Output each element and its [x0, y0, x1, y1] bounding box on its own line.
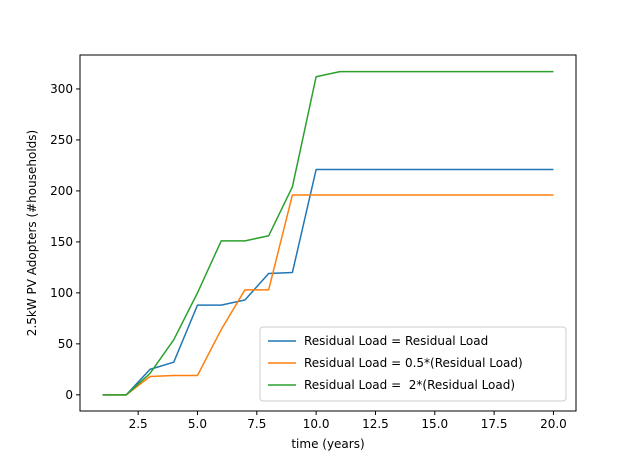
legend-box	[259, 326, 567, 402]
y-axis-label: 2.5kW PV Adopters (#households)	[25, 130, 39, 336]
x-tick-label: 10.0	[303, 417, 330, 431]
y-tick-label: 150	[50, 235, 73, 249]
y-tick-label: 100	[50, 286, 73, 300]
legend-label: Residual Load = Residual Load	[304, 334, 488, 348]
x-tick-label: 2.5	[129, 417, 148, 431]
legend-label: Residual Load = 0.5*(Residual Load)	[304, 356, 523, 370]
y-tick-label: 200	[50, 184, 73, 198]
x-axis-ticks: 2.5 5.0 7.5 10.0 12.5 15.0 17.5 20.0	[129, 411, 567, 431]
y-axis-ticks: 0 50 100 150 200 250 300	[50, 82, 80, 402]
x-tick-label: 20.0	[540, 417, 567, 431]
x-tick-label: 12.5	[362, 417, 389, 431]
y-tick-label: 50	[58, 337, 73, 351]
series-line-2	[102, 194, 554, 396]
y-tick-label: 0	[65, 388, 73, 402]
series-line-3	[102, 70, 554, 396]
y-tick-label: 250	[50, 133, 73, 147]
x-tick-label: 5.0	[188, 417, 207, 431]
series-line-1	[102, 168, 554, 396]
x-axis-label: time (years)	[291, 437, 364, 451]
series-layer	[102, 70, 554, 396]
plot-frame	[79, 54, 577, 412]
legend-label: Residual Load = 2*(Residual Load)	[304, 378, 515, 392]
legend: Residual Load = Residual Load Residual Lo…	[259, 326, 567, 402]
x-tick-label: 7.5	[247, 417, 266, 431]
y-tick-label: 300	[50, 82, 73, 96]
x-tick-label: 15.0	[421, 417, 448, 431]
x-tick-label: 17.5	[481, 417, 508, 431]
